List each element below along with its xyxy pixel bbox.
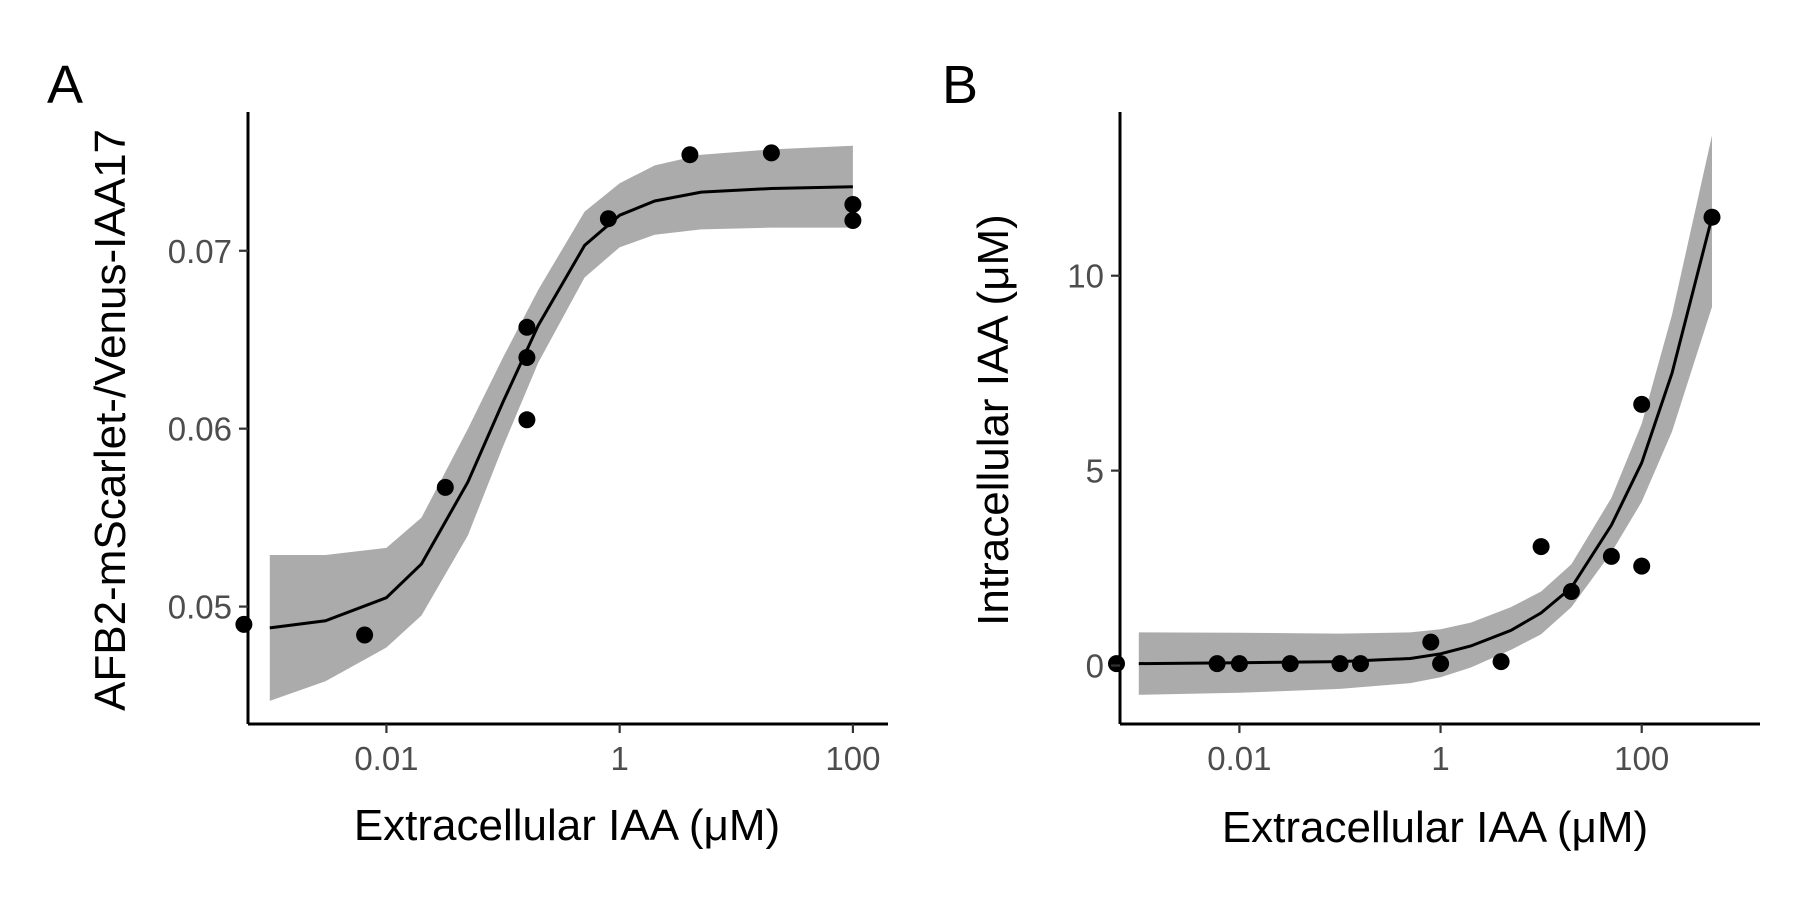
x-tick-label: 1 bbox=[1431, 740, 1449, 777]
data-point bbox=[436, 478, 454, 496]
panel-b-points bbox=[1108, 208, 1721, 673]
data-point bbox=[1602, 547, 1620, 565]
panel-b-axes: 0.01 1 100 0 5 10 bbox=[1067, 112, 1760, 777]
panel-a-points bbox=[235, 144, 862, 644]
y-tick-label: 5 bbox=[1086, 453, 1104, 490]
panel-a-axes: 0.01 1 100 0.05 0.06 0.07 bbox=[168, 112, 888, 777]
x-tick-label: 100 bbox=[1614, 740, 1669, 777]
panel-b-fit-curve bbox=[1138, 216, 1714, 666]
data-point bbox=[1352, 655, 1369, 673]
data-point bbox=[518, 349, 536, 366]
data-point bbox=[844, 212, 862, 229]
data-point bbox=[518, 411, 536, 429]
panel-b-y-axis-title: Intracellular IAA (μM) bbox=[969, 214, 1018, 626]
data-point bbox=[1633, 557, 1651, 575]
x-tick-label: 0.01 bbox=[354, 740, 418, 777]
confidence-band-area bbox=[269, 145, 853, 701]
data-point bbox=[1492, 653, 1510, 671]
data-point bbox=[1432, 655, 1450, 673]
fit-line bbox=[269, 185, 853, 630]
y-tick-label: 0.07 bbox=[168, 233, 232, 270]
data-point bbox=[1703, 208, 1721, 226]
data-point bbox=[1331, 655, 1349, 673]
panel-b-confidence-band bbox=[1138, 135, 1712, 695]
data-point bbox=[235, 615, 253, 633]
data-point bbox=[1633, 395, 1651, 413]
panel-b-x-axis-title: Extracellular IAA (μM) bbox=[1222, 803, 1648, 852]
x-tick-label: 1 bbox=[610, 740, 628, 777]
data-point bbox=[599, 210, 617, 228]
panel-a-y-axis-title: AFB2-mScarlet-/Venus-IAA17 bbox=[86, 129, 135, 711]
x-tick-label: 100 bbox=[825, 740, 880, 777]
data-point bbox=[1281, 655, 1299, 673]
fit-line bbox=[1138, 216, 1714, 666]
data-point bbox=[1108, 655, 1125, 673]
y-tick-label: 0.06 bbox=[168, 411, 232, 448]
data-point bbox=[844, 196, 862, 213]
y-tick-label: 0 bbox=[1086, 648, 1104, 685]
data-point bbox=[1230, 655, 1248, 673]
data-point bbox=[1208, 655, 1226, 673]
panel-b-label: B bbox=[942, 55, 978, 115]
data-point bbox=[518, 318, 536, 336]
confidence-band-area bbox=[1138, 135, 1712, 695]
y-tick-label: 10 bbox=[1067, 258, 1104, 295]
x-tick-label: 0.01 bbox=[1207, 740, 1271, 777]
data-point bbox=[356, 626, 374, 644]
data-point bbox=[681, 146, 699, 164]
panel-a: A 0.01 1 100 0.05 0.06 0.07 Extracellular IAA… bbox=[47, 55, 888, 850]
panel-a-confidence-band bbox=[269, 145, 853, 701]
data-point bbox=[1562, 583, 1580, 600]
panel-a-label: A bbox=[47, 55, 83, 115]
data-point bbox=[1422, 633, 1440, 651]
panel-a-fit-curve bbox=[269, 185, 853, 630]
panel-a-x-axis-title: Extracellular IAA (μM) bbox=[354, 801, 780, 850]
panel-b: B 0.01 1 100 0 5 10 Extracellular IAA (μM) In… bbox=[942, 55, 1760, 852]
data-point bbox=[1532, 538, 1550, 556]
data-point bbox=[762, 144, 780, 162]
y-tick-label: 0.05 bbox=[168, 589, 232, 626]
